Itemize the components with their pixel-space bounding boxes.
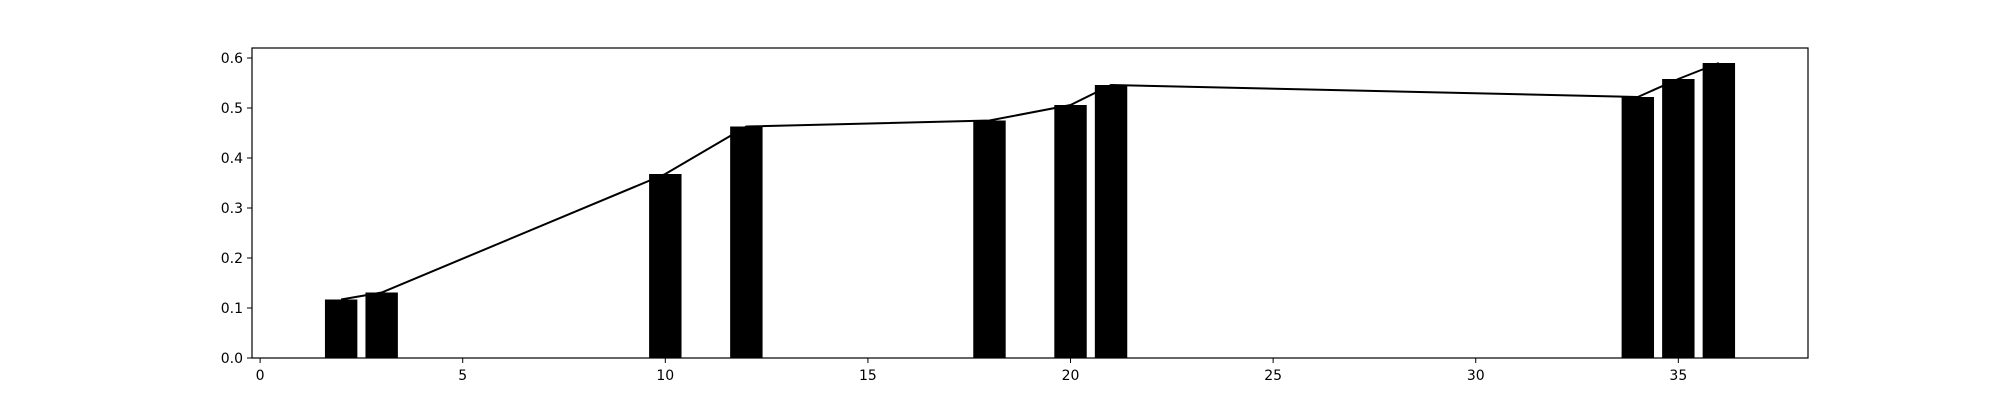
series-line bbox=[340, 62, 1720, 301]
y-tick-label: 0.4 bbox=[221, 151, 243, 167]
bar-7 bbox=[1621, 97, 1655, 358]
y-tick-label: 0.6 bbox=[221, 51, 243, 67]
y-tick-label: 0.3 bbox=[221, 201, 243, 217]
y-tick-label: 0.5 bbox=[221, 101, 243, 117]
y-axis: 0.0 0.1 0.2 0.3 0.4 0.5 0.6 bbox=[221, 51, 252, 367]
x-axis: 0 5 10 15 20 25 30 35 bbox=[256, 358, 1687, 384]
bar-2 bbox=[649, 174, 682, 358]
bar-6 bbox=[1094, 85, 1128, 358]
bars-layer bbox=[324, 63, 1736, 358]
x-tick-label: 10 bbox=[656, 368, 674, 384]
x-tick-label: 15 bbox=[859, 368, 877, 384]
x-tick-label: 5 bbox=[458, 368, 467, 384]
bar-3 bbox=[730, 126, 763, 358]
bar-5 bbox=[1054, 105, 1087, 358]
x-tick-label: 0 bbox=[256, 368, 265, 384]
line-layer bbox=[340, 62, 1720, 301]
bar-0 bbox=[324, 299, 358, 358]
bar-8 bbox=[1662, 79, 1695, 358]
bar-1 bbox=[365, 292, 398, 358]
y-tick-label: 0.0 bbox=[221, 351, 243, 367]
y-tick-label: 0.2 bbox=[221, 251, 243, 267]
plot-frame bbox=[251, 47, 1809, 359]
x-tick-label: 30 bbox=[1467, 368, 1485, 384]
y-tick-label: 0.1 bbox=[221, 301, 243, 317]
bar-9 bbox=[1702, 63, 1736, 358]
x-tick-label: 35 bbox=[1669, 368, 1687, 384]
x-tick-label: 20 bbox=[1062, 368, 1080, 384]
x-tick-label: 25 bbox=[1264, 368, 1282, 384]
bar-4 bbox=[973, 120, 1006, 358]
